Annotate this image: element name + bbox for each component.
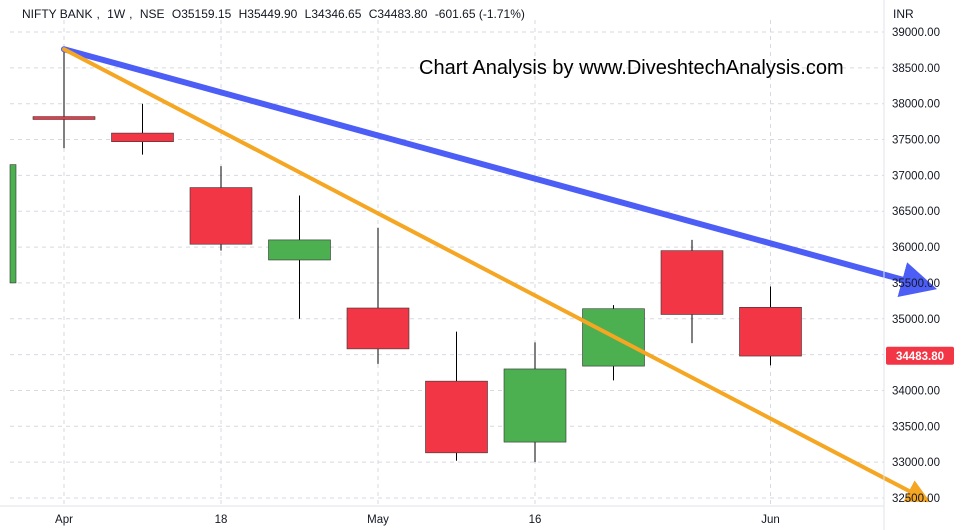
candle — [660, 239, 724, 344]
y-tick-label: 33500.00 — [892, 421, 940, 433]
trendline — [61, 46, 938, 297]
candle — [111, 103, 174, 155]
candle-body — [660, 250, 724, 315]
exchange: NSE — [139, 7, 165, 21]
candle-body — [503, 368, 567, 443]
x-tick-label: Apr — [55, 514, 73, 526]
candle-body — [111, 132, 174, 142]
x-tick-label: 16 — [529, 514, 542, 526]
candle — [739, 286, 802, 366]
candle — [425, 331, 488, 461]
y-tick-label: 36500.00 — [892, 206, 940, 218]
y-tick-label: 36000.00 — [892, 242, 940, 254]
candle-body — [268, 239, 331, 261]
candle-body — [346, 307, 410, 350]
x-tick-label: May — [367, 514, 389, 526]
symbol-legend: NIFTY BANK, 1W, NSE O35159.15 H35449.90 … — [22, 7, 525, 21]
x-tick-label: 18 — [215, 514, 228, 526]
candle-body — [189, 187, 253, 245]
candle — [582, 305, 645, 381]
y-tick-label: 37500.00 — [892, 135, 940, 147]
y-tick-label: 37000.00 — [892, 170, 940, 182]
y-tick-label: 32500.00 — [892, 493, 940, 505]
open-value: O35159.15 — [171, 7, 232, 21]
y-tick-label: 33000.00 — [892, 457, 940, 469]
y-tick-label: 38000.00 — [892, 99, 940, 111]
candle — [268, 195, 331, 319]
y-tick-label: 34000.00 — [892, 385, 940, 397]
candles — [9, 47, 802, 463]
candle — [503, 342, 567, 463]
candle-body — [9, 164, 17, 284]
trendline — [62, 47, 931, 503]
last-price-label: 34483.80 — [896, 351, 944, 363]
candle — [32, 47, 96, 149]
y-tick-label: 39000.00 — [892, 27, 940, 39]
trendlines — [61, 46, 938, 503]
change-value: -601.65 (-1.71%) — [434, 7, 525, 21]
last-price-tag — [886, 346, 954, 365]
y-tick-label: 35000.00 — [892, 314, 940, 326]
candle-body — [425, 380, 488, 454]
y-tick-label: 35500.00 — [892, 278, 940, 290]
candle-body — [32, 116, 96, 120]
candle-body — [739, 306, 802, 357]
symbol-name: NIFTY BANK — [22, 7, 93, 21]
high-value: H35449.90 — [238, 7, 298, 21]
close-value: C34483.80 — [368, 7, 428, 21]
y-tick-label: 38500.00 — [892, 63, 940, 75]
watermark-text: Chart Analysis by www.DiveshtechAnalysis… — [419, 57, 844, 79]
x-tick-label: Jun — [761, 514, 780, 526]
interval: 1W — [107, 7, 126, 21]
low-value: L34346.65 — [304, 7, 362, 21]
candle — [189, 166, 253, 251]
currency-label: INR — [893, 7, 914, 21]
candle — [346, 227, 410, 364]
candle — [9, 164, 17, 284]
